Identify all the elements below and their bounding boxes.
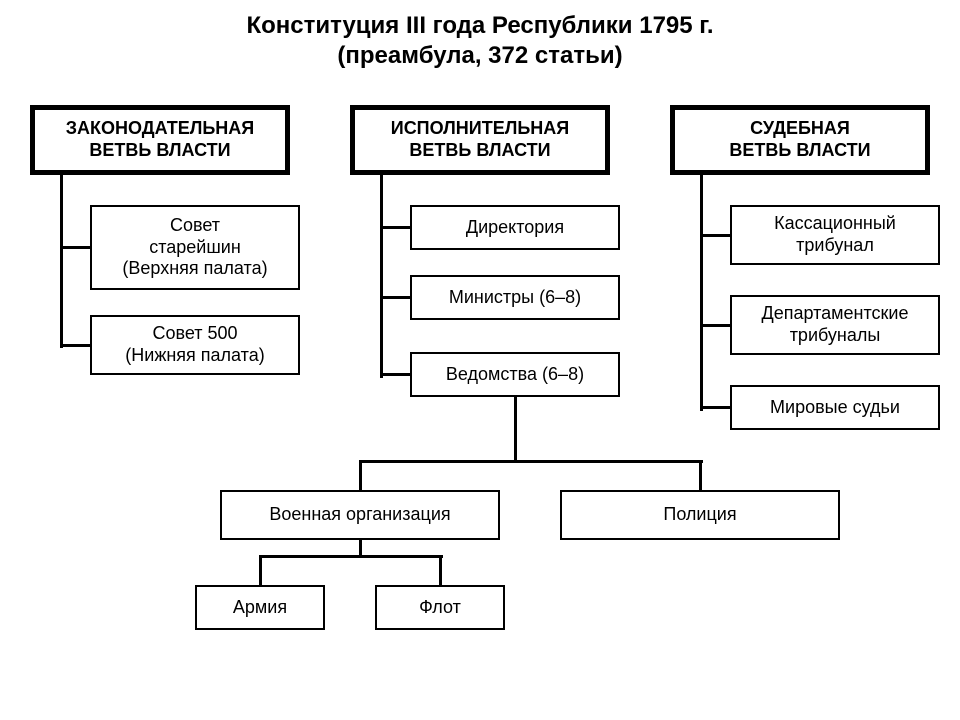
node-label: Департаментские трибуналы — [762, 303, 909, 346]
connector — [700, 406, 730, 409]
node-council500: Совет 500 (Нижняя палата) — [90, 315, 300, 375]
connector — [439, 555, 442, 585]
node-label: Министры (6–8) — [449, 287, 581, 309]
connector — [700, 175, 703, 411]
node-label: Совет 500 (Нижняя палата) — [125, 323, 264, 366]
node-military: Военная организация — [220, 490, 500, 540]
connector — [259, 555, 262, 585]
node-label: Ведомства (6–8) — [446, 364, 584, 386]
node-cassation: Кассационный трибунал — [730, 205, 940, 265]
connector — [60, 344, 90, 347]
node-dept_tribunals: Департаментские трибуналы — [730, 295, 940, 355]
connector — [380, 175, 383, 378]
connector — [260, 555, 443, 558]
org-chart-canvas: Конституция III года Республики 1795 г. … — [0, 0, 960, 720]
node-army: Армия — [195, 585, 325, 630]
node-label: ИСПОЛНИТЕЛЬНАЯ ВЕТВЬ ВЛАСТИ — [391, 118, 570, 161]
node-ministers: Министры (6–8) — [410, 275, 620, 320]
node-legislative_header: ЗАКОНОДАТЕЛЬНАЯ ВЕТВЬ ВЛАСТИ — [30, 105, 290, 175]
node-label: Флот — [419, 597, 461, 619]
node-label: Кассационный трибунал — [774, 213, 896, 256]
node-label: СУДЕБНАЯ ВЕТВЬ ВЛАСТИ — [729, 118, 870, 161]
node-senate: Совет старейшин (Верхняя палата) — [90, 205, 300, 290]
diagram-title-line2: (преамбула, 372 статьи) — [0, 42, 960, 70]
node-label: Армия — [233, 597, 287, 619]
connector — [359, 460, 362, 490]
node-judicial_header: СУДЕБНАЯ ВЕТВЬ ВЛАСТИ — [670, 105, 930, 175]
node-navy: Флот — [375, 585, 505, 630]
node-justices_of_peace: Мировые судьи — [730, 385, 940, 430]
node-label: Полиция — [663, 504, 736, 526]
node-label: ЗАКОНОДАТЕЛЬНАЯ ВЕТВЬ ВЛАСТИ — [66, 118, 254, 161]
connector — [514, 397, 517, 460]
connector — [60, 175, 63, 348]
connector — [360, 460, 703, 463]
connector — [60, 246, 90, 249]
connector — [380, 373, 410, 376]
node-label: Директория — [466, 217, 564, 239]
connector — [699, 460, 702, 490]
connector — [380, 296, 410, 299]
node-departments: Ведомства (6–8) — [410, 352, 620, 397]
node-police: Полиция — [560, 490, 840, 540]
connector — [700, 324, 730, 327]
diagram-title-line1: Конституция III года Республики 1795 г. — [0, 12, 960, 40]
node-executive_header: ИСПОЛНИТЕЛЬНАЯ ВЕТВЬ ВЛАСТИ — [350, 105, 610, 175]
node-label: Военная организация — [269, 504, 450, 526]
node-label: Мировые судьи — [770, 397, 900, 419]
connector — [359, 540, 362, 555]
connector — [700, 234, 730, 237]
node-directory: Директория — [410, 205, 620, 250]
connector — [380, 226, 410, 229]
node-label: Совет старейшин (Верхняя палата) — [122, 215, 267, 280]
